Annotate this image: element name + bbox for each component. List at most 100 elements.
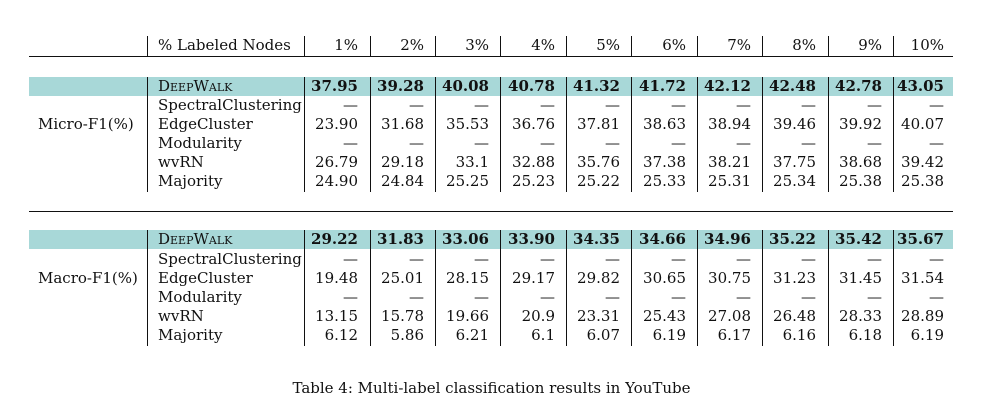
table-cell: 25.38 <box>901 172 944 190</box>
table-cell: 42.12 <box>704 77 751 95</box>
column-divider <box>435 36 436 56</box>
table-cell: — <box>605 96 620 114</box>
table-cell: 42.78 <box>835 77 882 95</box>
table-cell: 31.23 <box>773 269 816 287</box>
column-divider <box>435 230 436 346</box>
table-cell: 37.38 <box>643 153 686 171</box>
table-cell: 23.90 <box>315 115 358 133</box>
column-divider <box>566 77 567 192</box>
column-divider <box>631 36 632 56</box>
table-cell: 35.76 <box>577 153 620 171</box>
table-cell: — <box>929 288 944 306</box>
column-divider <box>566 36 567 56</box>
table-cell: — <box>605 250 620 268</box>
table-cell: 35.22 <box>769 230 816 248</box>
table-cell: — <box>409 134 424 152</box>
table-cell: 6.07 <box>586 326 620 344</box>
column-divider <box>435 77 436 192</box>
method-name: Majority <box>158 172 223 190</box>
table-cell: — <box>474 96 489 114</box>
table-cell: 35.67 <box>897 230 944 248</box>
table-cell: 15.78 <box>381 307 424 325</box>
table-cell: 28.89 <box>901 307 944 325</box>
table-cell: 31.83 <box>377 230 424 248</box>
table-cell: 29.17 <box>512 269 555 287</box>
table-cell: 38.68 <box>839 153 882 171</box>
column-divider <box>147 36 148 56</box>
table-cell: 29.22 <box>311 230 358 248</box>
column-divider <box>893 36 894 56</box>
header-row-label: % Labeled Nodes <box>158 36 291 54</box>
table-cell: — <box>867 250 882 268</box>
table-cell: 38.94 <box>708 115 751 133</box>
table-cell: — <box>929 250 944 268</box>
column-divider <box>304 230 305 346</box>
table-cell: — <box>929 96 944 114</box>
method-name: wvRN <box>158 153 204 171</box>
table-cell: 25.22 <box>577 172 620 190</box>
table-cell: 25.01 <box>381 269 424 287</box>
table-cell: 25.43 <box>643 307 686 325</box>
table-cell: — <box>540 250 555 268</box>
table-cell: — <box>736 134 751 152</box>
table-cell: 25.25 <box>446 172 489 190</box>
table-cell: 19.66 <box>446 307 489 325</box>
table-cell: 39.92 <box>839 115 882 133</box>
table-cell: — <box>474 134 489 152</box>
table-cell: 31.45 <box>839 269 882 287</box>
column-divider <box>304 36 305 56</box>
column-divider <box>762 36 763 56</box>
column-divider <box>147 77 148 192</box>
column-divider <box>697 36 698 56</box>
horizontal-rule <box>29 211 953 212</box>
column-header: 4% <box>531 36 555 54</box>
table-cell: 24.84 <box>381 172 424 190</box>
table-cell: — <box>867 134 882 152</box>
column-divider <box>500 36 501 56</box>
table-cell: 29.82 <box>577 269 620 287</box>
table-cell: 43.05 <box>897 77 944 95</box>
table-cell: 42.48 <box>769 77 816 95</box>
column-divider <box>631 230 632 346</box>
table-cell: — <box>671 96 686 114</box>
metric-label: Micro-F1(%) <box>38 115 134 133</box>
table-cell: 39.28 <box>377 77 424 95</box>
table-cell: 37.75 <box>773 153 816 171</box>
column-header: 2% <box>400 36 424 54</box>
table-cell: — <box>736 250 751 268</box>
table-cell: 24.90 <box>315 172 358 190</box>
table-cell: 34.96 <box>704 230 751 248</box>
table-cell: 37.81 <box>577 115 620 133</box>
table-cell: 20.9 <box>521 307 555 325</box>
table-cell: — <box>540 96 555 114</box>
table-cell: — <box>409 96 424 114</box>
table-cell: 6.12 <box>324 326 358 344</box>
column-header: 3% <box>465 36 489 54</box>
table-cell: 33.90 <box>508 230 555 248</box>
table-cell: 32.88 <box>512 153 555 171</box>
table-cell: 39.46 <box>773 115 816 133</box>
table-cell: — <box>671 134 686 152</box>
table-cell: 38.63 <box>643 115 686 133</box>
column-divider <box>762 230 763 346</box>
column-divider <box>828 36 829 56</box>
metric-label: Macro-F1(%) <box>38 269 138 287</box>
column-divider <box>147 230 148 346</box>
method-name: Modularity <box>158 134 242 152</box>
table-cell: — <box>474 288 489 306</box>
table-cell: — <box>801 288 816 306</box>
column-divider <box>566 230 567 346</box>
column-divider <box>304 77 305 192</box>
table-cell: 27.08 <box>708 307 751 325</box>
table-cell: — <box>343 288 358 306</box>
table-cell: — <box>474 250 489 268</box>
table-cell: — <box>343 96 358 114</box>
table-cell: — <box>540 288 555 306</box>
table-cell: 33.06 <box>442 230 489 248</box>
method-name: SpectralClustering <box>158 96 302 114</box>
table-cell: — <box>736 96 751 114</box>
table-cell: — <box>801 96 816 114</box>
method-name: EdgeCluster <box>158 115 253 133</box>
table-cell: 36.76 <box>512 115 555 133</box>
table-cell: 26.48 <box>773 307 816 325</box>
